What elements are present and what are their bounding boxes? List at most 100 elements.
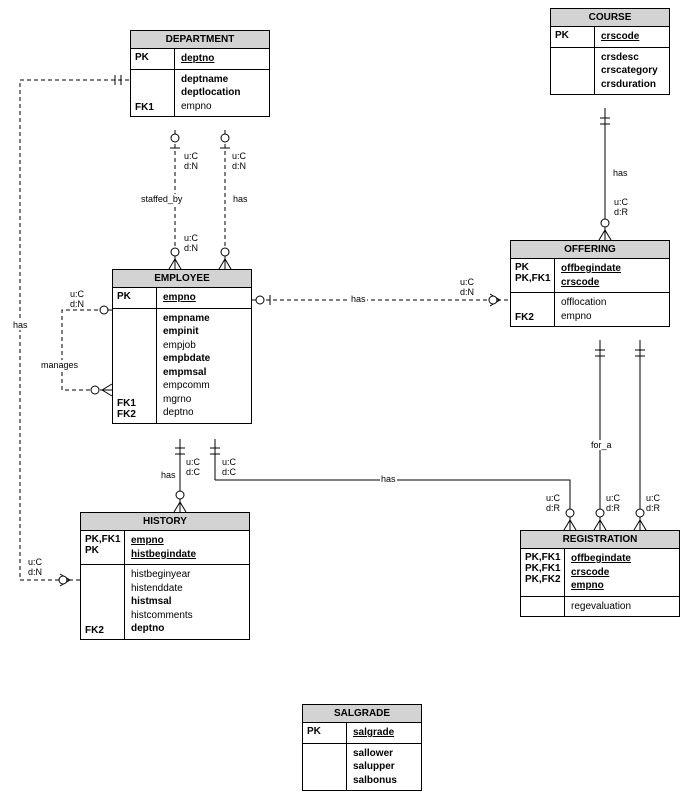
rel-label-has-off: has <box>350 294 367 304</box>
key-column: FK1 <box>131 70 175 117</box>
card-hist-dept: u:Cd:N <box>28 558 42 578</box>
attribute: crsduration <box>601 78 663 92</box>
entity-course: COURSEPK crscode crsdesccrscategorycrsdura… <box>550 8 670 95</box>
key-column: PK,FK1PK,FK1PK,FK2 <box>521 549 565 596</box>
rel-label-manages: manages <box>40 360 79 370</box>
entity-salgrade: SALGRADEPK salgrade sallowersaluppersalbon… <box>302 704 422 791</box>
entity-section: PK,FK1PKempnohistbegindate <box>81 531 249 565</box>
attribute: empjob <box>163 339 245 353</box>
card-course-off: u:Cd:R <box>614 198 628 218</box>
key-column: PK <box>131 49 175 69</box>
attribute: crscode <box>601 30 663 44</box>
attr-column: regevaluation <box>565 597 679 617</box>
entity-title: OFFERING <box>511 241 669 259</box>
entity-title: REGISTRATION <box>521 531 679 549</box>
attribute: empbdate <box>163 352 245 366</box>
attribute: histmsal <box>131 595 243 609</box>
entity-title: SALGRADE <box>303 705 421 723</box>
entity-section: PK salgrade <box>303 723 421 744</box>
attr-column: salgrade <box>347 723 421 743</box>
attribute: empmsal <box>163 366 245 380</box>
attribute: regevaluation <box>571 600 673 614</box>
attribute: mgrno <box>163 393 245 407</box>
card-emp-off: u:Cd:N <box>460 278 474 298</box>
attr-column: histbeginyearhistenddatehistmsalhistcomm… <box>125 565 249 639</box>
attr-column: empnameempinitempjobempbdateempmsalempco… <box>157 309 251 423</box>
card-off-reg: u:Cd:R <box>606 494 620 514</box>
key-column <box>303 744 347 791</box>
entity-section: FK2offlocationempno <box>511 293 669 326</box>
entity-section: PK,FK1PK,FK1PK,FK2offbegindatecrscodeemp… <box>521 549 679 597</box>
attr-column: deptnamedeptlocationempno <box>175 70 269 117</box>
attribute: empno <box>571 579 673 593</box>
attribute: crscategory <box>601 64 663 78</box>
key-column: PK <box>303 723 347 743</box>
key-column <box>551 48 595 95</box>
attr-column: offbegindatecrscode <box>555 259 669 292</box>
entity-department: DEPARTMENTPKdeptnoFK1deptnamedeptlocatio… <box>130 30 270 117</box>
entity-title: HISTORY <box>81 513 249 531</box>
attribute: salgrade <box>353 726 415 740</box>
attr-column: crscode <box>595 27 669 47</box>
entity-history: HISTORYPK,FK1PKempnohistbegindateFK2hist… <box>80 512 250 640</box>
entity-title: EMPLOYEE <box>113 270 251 288</box>
card-emp-hist2: u:Cd:C <box>222 458 236 478</box>
key-column: FK2 <box>81 565 125 639</box>
key-column: PK <box>551 27 595 47</box>
entity-registration: REGISTRATIONPK,FK1PK,FK1PK,FK2offbeginda… <box>520 530 680 617</box>
rel-label-hist-dept: has <box>12 320 29 330</box>
attribute: salbonus <box>353 774 415 788</box>
attribute: crscode <box>571 566 673 580</box>
attribute: offbegindate <box>571 552 673 566</box>
attribute: empname <box>163 312 245 326</box>
attribute: offlocation <box>561 296 663 310</box>
attribute: deptlocation <box>181 86 263 100</box>
attribute: empinit <box>163 325 245 339</box>
attr-column: offbegindatecrscodeempno <box>565 549 679 596</box>
attribute: empno <box>131 534 243 548</box>
key-column: PK,FK1PK <box>81 531 125 564</box>
key-column: PKPK,FK1 <box>511 259 555 292</box>
attribute: offbegindate <box>561 262 663 276</box>
rel-label-for-a: for_a <box>590 440 613 450</box>
attribute: empno <box>181 100 263 114</box>
entity-offering: OFFERINGPKPK,FK1offbegindatecrscodeFK2of… <box>510 240 670 327</box>
attr-column: deptno <box>175 49 269 69</box>
card-has-dept: u:Cd:N <box>232 152 246 172</box>
attribute: sallower <box>353 747 415 761</box>
attribute: empno <box>561 310 663 324</box>
entity-section: PKempno <box>113 288 251 309</box>
entity-section: FK1FK2empnameempinitempjobempbdateempmsa… <box>113 309 251 423</box>
attribute: empcomm <box>163 379 245 393</box>
attr-column: crsdesccrscategorycrsduration <box>595 48 669 95</box>
entity-section: FK2histbeginyearhistenddatehistmsalhistc… <box>81 565 249 639</box>
key-column <box>521 597 565 617</box>
entity-title: DEPARTMENT <box>131 31 269 49</box>
entity-section: FK1deptnamedeptlocationempno <box>131 70 269 117</box>
card-staffed-by-2: u:Cd:N <box>184 234 198 254</box>
attribute: histbegindate <box>131 548 243 562</box>
key-column: FK2 <box>511 293 555 326</box>
attribute: deptno <box>131 622 243 636</box>
entity-section: PKPK,FK1offbegindatecrscode <box>511 259 669 293</box>
attr-column: empnohistbegindate <box>125 531 249 564</box>
attr-column: sallowersaluppersalbonus <box>347 744 421 791</box>
card-off-reg2: u:Cd:R <box>646 494 660 514</box>
card-emp-hist: u:Cd:C <box>186 458 200 478</box>
entity-title: COURSE <box>551 9 669 27</box>
entity-section: crsdesccrscategorycrsduration <box>551 48 669 95</box>
card-emp-reg: u:Cd:R <box>546 494 560 514</box>
rel-label-staffed-by: staffed_by <box>140 194 183 204</box>
entity-employee: EMPLOYEEPKempnoFK1FK2empnameempinitempjo… <box>112 269 252 424</box>
attribute: salupper <box>353 760 415 774</box>
attribute: deptno <box>163 406 245 420</box>
card-staffed-by: u:Cd:N <box>184 152 198 172</box>
entity-section: PKdeptno <box>131 49 269 70</box>
rel-label-course-has: has <box>612 168 629 178</box>
key-column: PK <box>113 288 157 308</box>
attribute: histbeginyear <box>131 568 243 582</box>
attr-column: offlocationempno <box>555 293 669 326</box>
card-manages: u:Cd:N <box>70 290 84 310</box>
rel-label-emp-reg: has <box>380 474 397 484</box>
attribute: deptname <box>181 73 263 87</box>
